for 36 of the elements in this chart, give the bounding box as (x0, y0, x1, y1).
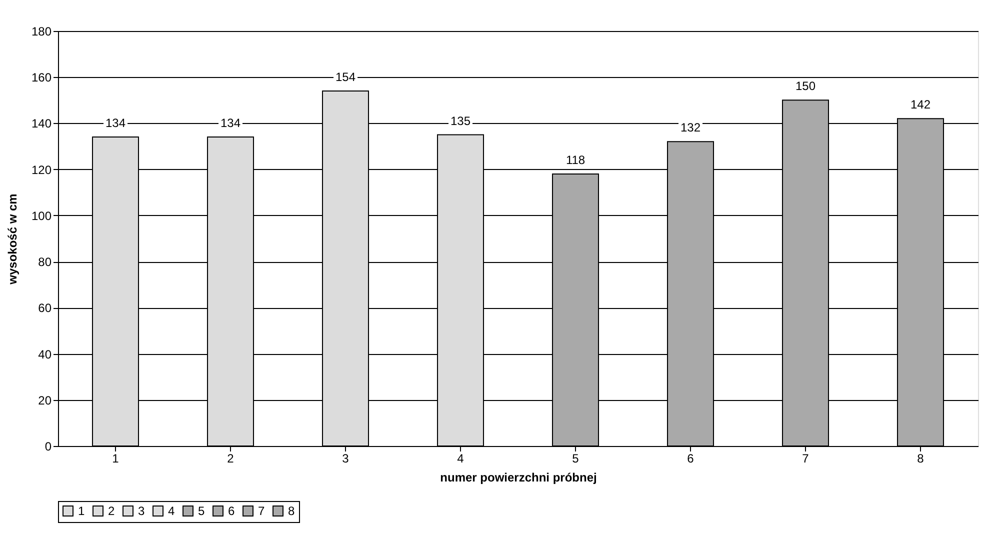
legend-label: 6 (228, 504, 235, 518)
x-tick-label: 2 (227, 452, 234, 466)
y-tick-label: 120 (31, 162, 52, 177)
y-tick-label: 160 (31, 70, 52, 85)
y-tick-label: 20 (38, 393, 52, 408)
x-axis-title: numer powierzchni próbnej (440, 470, 597, 484)
y-tick-label: 180 (31, 24, 52, 38)
x-tick-label: 7 (802, 452, 810, 466)
x-tick-label: 1 (112, 452, 120, 466)
data-label: 142 (910, 98, 931, 112)
y-tick-label: 80 (38, 255, 52, 270)
y-axis-title: wysokość w cm (5, 194, 20, 286)
x-tick-label: 4 (457, 452, 464, 466)
x-tick-label: 8 (917, 452, 924, 466)
legend-label: 8 (288, 504, 295, 518)
x-tick-label: 3 (342, 452, 350, 466)
legend-label: 3 (138, 504, 145, 518)
y-tick-label: 40 (38, 347, 52, 362)
x-tick-label: 6 (687, 452, 694, 466)
legend-label: 2 (108, 504, 115, 518)
y-tick-label: 0 (44, 440, 52, 454)
data-label: 154 (335, 70, 356, 84)
y-tick-label: 60 (38, 301, 52, 316)
legend-label: 5 (198, 504, 205, 518)
y-tick-label: 100 (31, 208, 52, 223)
data-label: 135 (450, 114, 471, 128)
data-label: 134 (105, 116, 126, 130)
data-label: 150 (795, 79, 816, 94)
legend-label: 1 (78, 504, 85, 518)
y-tick-label: 140 (31, 116, 52, 131)
data-label: 132 (680, 120, 701, 135)
legend-label: 7 (258, 504, 265, 518)
data-label: 118 (566, 152, 586, 167)
data-label: 134 (220, 116, 241, 130)
legend-label: 4 (168, 504, 175, 518)
x-tick-label: 5 (572, 452, 580, 466)
